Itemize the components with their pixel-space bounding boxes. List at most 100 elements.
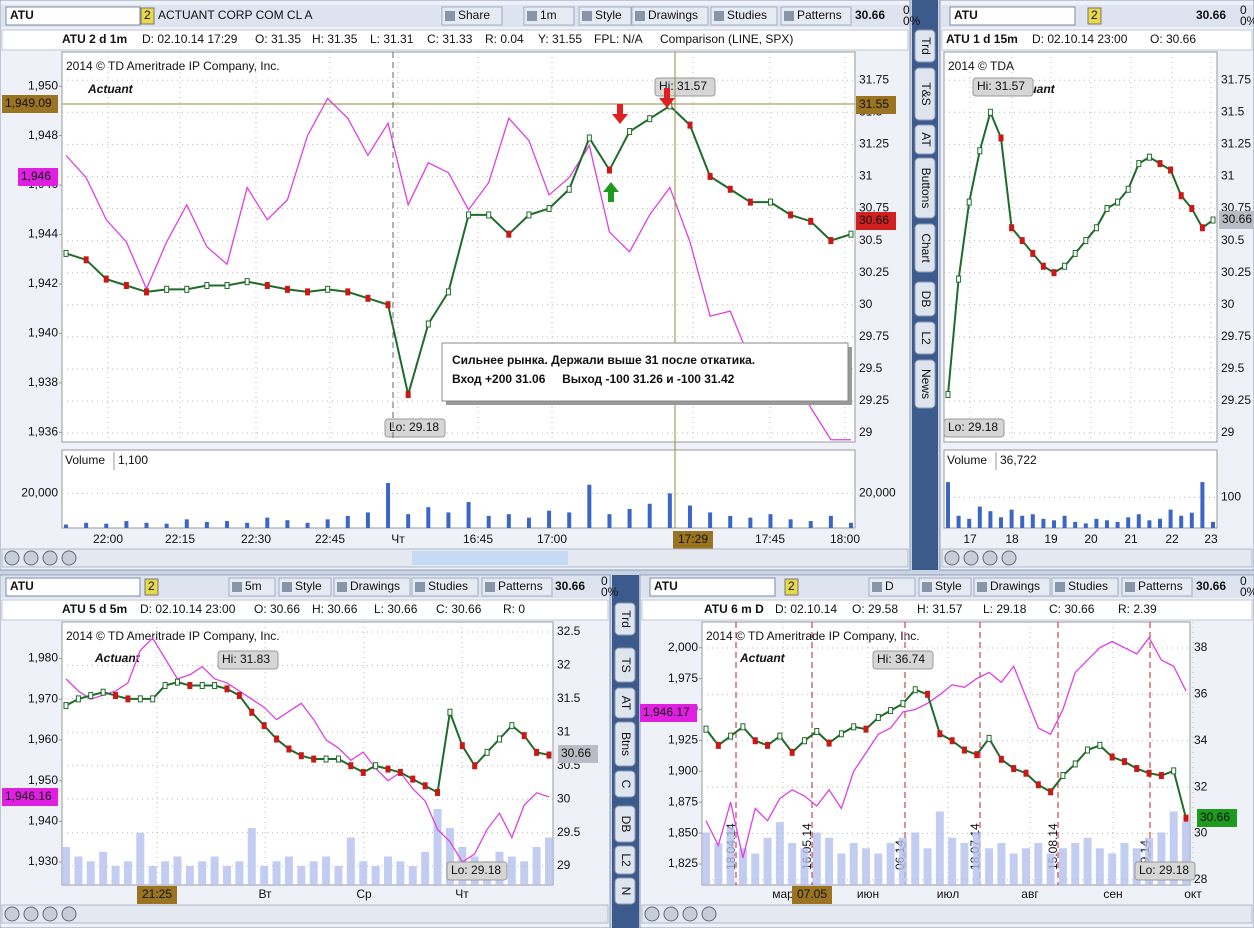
side-tab[interactable] [914, 321, 936, 355]
tool-icon [527, 11, 537, 21]
tool-icon [337, 582, 347, 592]
zoom-icon[interactable] [963, 550, 979, 566]
candle [261, 722, 267, 730]
volume-bar [433, 809, 442, 885]
price-tick-label: 30.25 [859, 265, 889, 279]
side-tab[interactable] [614, 805, 636, 843]
zoom-icon[interactable] [23, 550, 39, 566]
zoom-icon[interactable] [42, 550, 58, 566]
tool-button[interactable] [780, 6, 852, 26]
x-tick-label: 22 [1165, 532, 1179, 546]
zoom-icon[interactable] [4, 906, 20, 922]
tool-label: Studies [1068, 579, 1108, 593]
price-tick-label: 28 [1194, 872, 1208, 886]
scroll-thumb[interactable] [412, 551, 568, 565]
volume-bar [164, 523, 169, 528]
tool-button[interactable] [973, 577, 1051, 597]
zoom-icon[interactable] [61, 550, 77, 566]
tool-button[interactable] [481, 577, 553, 597]
comparison-tick-label: 2,000 [668, 640, 698, 654]
zoom-icon[interactable] [663, 906, 679, 922]
volume-bar [507, 856, 516, 885]
scrollbar[interactable] [641, 904, 1253, 924]
volume-bar [788, 843, 797, 885]
price-tick-label: 30 [859, 297, 873, 311]
side-tab[interactable] [614, 770, 636, 798]
candle [949, 737, 955, 745]
tool-button[interactable] [411, 577, 479, 597]
side-tab[interactable] [614, 845, 636, 875]
zoom-icon[interactable] [644, 906, 660, 922]
side-tab-label: N [619, 887, 633, 896]
volume-bar [788, 519, 793, 528]
side-tab-label: AT [919, 132, 933, 147]
volume-bar [1083, 837, 1092, 885]
price-marker [856, 96, 896, 114]
price-tick-label: 29.5 [859, 361, 883, 375]
symbol-input[interactable] [949, 6, 1076, 26]
zoom-icon[interactable] [944, 550, 960, 566]
candle [125, 695, 131, 703]
x-tick-label: 23 [1204, 532, 1218, 546]
price-tick-label: 34 [1194, 733, 1208, 747]
zoom-icon[interactable] [982, 550, 998, 566]
info-item: H: 30.66 [312, 602, 358, 616]
side-tab[interactable] [614, 647, 636, 683]
volume-bar [647, 503, 652, 528]
volume-bar [148, 866, 157, 885]
price-marker-label: 30.66 [1200, 810, 1230, 824]
scrollbar[interactable] [941, 548, 1253, 568]
side-tab[interactable] [614, 602, 636, 636]
change: 0 [903, 3, 910, 17]
volume-current: 1,100 [118, 453, 148, 467]
zoom-icon[interactable] [701, 906, 717, 922]
candle [305, 288, 311, 296]
scrollbar[interactable] [1, 904, 609, 924]
link-badge[interactable] [1087, 7, 1102, 25]
tool-button[interactable] [631, 6, 709, 26]
symbol-input[interactable] [5, 577, 141, 597]
tool-button[interactable] [1121, 577, 1193, 597]
extreme-label: Lo: 29.18 [389, 420, 439, 434]
volume-bar [1189, 512, 1194, 528]
volume-bar [334, 866, 343, 885]
volume-bar [1030, 514, 1035, 528]
symbol-input[interactable] [5, 6, 141, 26]
info-item: R: 2.39 [1118, 602, 1157, 616]
side-tab[interactable] [914, 157, 936, 219]
volume-bar [1200, 482, 1205, 528]
side-tab[interactable] [614, 687, 636, 719]
side-tab[interactable] [914, 124, 936, 155]
change-pct: 0% [1240, 585, 1254, 599]
volume-bar [198, 861, 207, 885]
link-badge[interactable] [784, 578, 799, 596]
tool-button[interactable] [333, 577, 411, 597]
side-tab[interactable] [914, 359, 936, 409]
price-marker [2, 788, 58, 806]
volume-bar [849, 522, 853, 528]
zoom-icon[interactable] [682, 906, 698, 922]
side-tab[interactable] [614, 721, 636, 767]
side-tab[interactable] [914, 223, 936, 273]
candle [472, 762, 478, 770]
symbol-input[interactable] [649, 577, 776, 597]
tool-button[interactable] [1051, 577, 1119, 597]
volume-bar [956, 515, 961, 528]
volume-bar [506, 514, 511, 528]
side-tab[interactable] [914, 29, 936, 63]
volume-bar [1020, 515, 1025, 528]
tool-button[interactable] [710, 6, 778, 26]
candle [912, 686, 918, 694]
tool-button[interactable] [441, 6, 503, 26]
link-badge[interactable] [140, 7, 155, 25]
zoom-icon[interactable] [61, 906, 77, 922]
info-item: R: 0 [503, 602, 525, 616]
zoom-icon[interactable] [23, 906, 39, 922]
link-badge[interactable] [144, 578, 159, 596]
zoom-icon[interactable] [1001, 550, 1017, 566]
zoom-icon[interactable] [4, 550, 20, 566]
side-tab[interactable] [614, 877, 636, 905]
side-tab[interactable] [914, 281, 936, 317]
zoom-icon[interactable] [42, 906, 58, 922]
side-tab[interactable] [914, 67, 936, 121]
